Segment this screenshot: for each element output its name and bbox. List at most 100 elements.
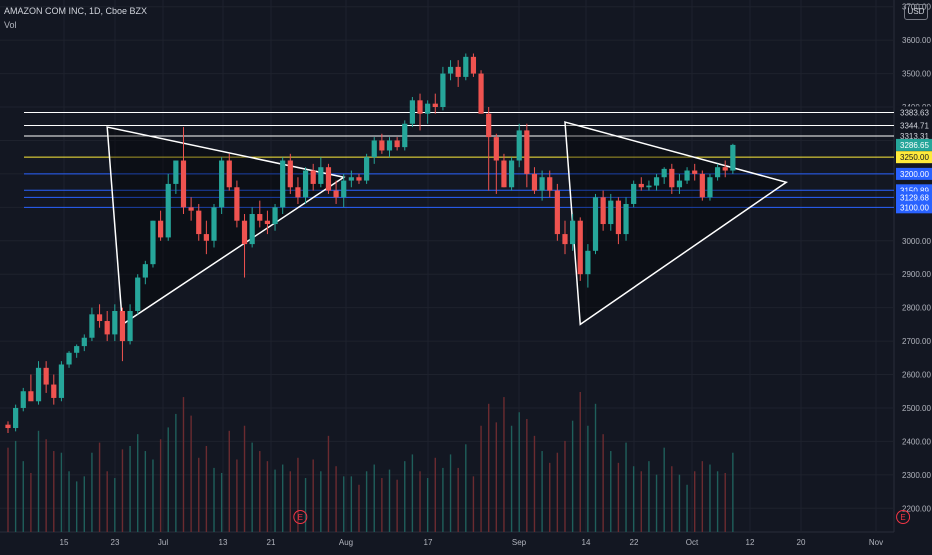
candle-body (364, 157, 370, 181)
volume-bar (434, 457, 436, 532)
candle-body (226, 160, 232, 188)
candle-body (13, 407, 19, 429)
candle-body (165, 183, 171, 238)
volume-bar (388, 469, 391, 532)
volume-bar (541, 451, 543, 532)
candle-body (180, 160, 187, 208)
volume-bar (220, 472, 223, 532)
volume-bar (571, 420, 574, 532)
candle-body (188, 207, 194, 211)
candle-body (196, 210, 202, 235)
volume-bar (404, 461, 406, 532)
volume-bar (610, 451, 612, 532)
candle-body (478, 73, 484, 114)
volume-bar (22, 461, 24, 532)
volume-bar (251, 442, 253, 532)
candle-body (287, 160, 293, 188)
volume-bar (350, 476, 353, 532)
earnings-marker-label: E (900, 513, 905, 522)
candle-body (646, 185, 652, 188)
volume-bar (640, 471, 642, 532)
candle-body (249, 214, 255, 245)
candle-body (501, 160, 507, 188)
price-level-label: 3150.89 (900, 186, 929, 195)
candle-body (470, 56, 477, 74)
candle-body (432, 103, 438, 108)
y-tick-label: 2900.00 (902, 270, 931, 279)
volume-bar (419, 471, 421, 532)
volume-bar (495, 422, 498, 532)
volume-bar (480, 425, 482, 532)
candle-body (150, 220, 156, 265)
price-level-label: 3200.00 (900, 170, 929, 179)
volume-bar (274, 469, 276, 532)
candle-body (463, 56, 469, 77)
candle-body (623, 203, 629, 235)
volume-bar (75, 481, 78, 532)
volume-bar (381, 478, 383, 532)
candle-body (447, 66, 454, 74)
candle-body (74, 346, 80, 353)
volume-bar (53, 451, 55, 532)
candle-body (257, 214, 263, 221)
candle-body (722, 167, 728, 171)
price-level-label: 3100.00 (900, 203, 929, 212)
candle-body (600, 197, 606, 225)
candle-body (241, 220, 248, 245)
candle-body (371, 140, 377, 158)
candle-body (104, 321, 110, 335)
candle-body (692, 170, 698, 174)
candle-body (493, 137, 499, 161)
candle-body (135, 277, 141, 311)
candle-body (203, 234, 209, 241)
volume-bar (442, 467, 444, 532)
volume-bar (121, 449, 124, 532)
candle-body (425, 103, 431, 114)
candle-body (524, 130, 530, 174)
candle-body (440, 73, 446, 108)
volume-bar (159, 439, 162, 532)
candle-body (325, 167, 332, 191)
volume-bar (472, 476, 475, 532)
candle-body (51, 384, 57, 398)
candle-body (455, 66, 461, 77)
y-tick-label: 3000.00 (902, 237, 931, 246)
candle-body (211, 207, 217, 241)
earnings-marker (896, 510, 911, 524)
y-tick-label: 2400.00 (902, 437, 931, 446)
candle-body (35, 367, 42, 402)
candle-body (539, 177, 545, 191)
volume-bar (426, 478, 429, 532)
volume-bar (60, 452, 63, 532)
volume-bar (663, 447, 665, 532)
candle-body (631, 183, 637, 204)
candle-body (638, 183, 644, 188)
currency-button[interactable]: USD (904, 4, 928, 20)
candle-body (417, 100, 423, 114)
volume-bar (648, 461, 650, 532)
volume-bar (365, 471, 368, 532)
volume-bar (83, 476, 85, 532)
x-tick-label: 17 (424, 538, 433, 547)
x-tick-label: 21 (267, 538, 276, 547)
volume-bar (625, 442, 627, 532)
candle-body (5, 424, 11, 429)
x-tick-label: 13 (219, 538, 228, 547)
price-level-label: 3383.63 (900, 108, 929, 117)
volume-bar (312, 459, 314, 532)
volume-bar (182, 397, 185, 532)
candle-body (394, 140, 400, 148)
volume-bar (396, 479, 398, 532)
volume-bar (236, 459, 238, 532)
price-level-label: 3250.00 (900, 153, 929, 162)
volume-bar (297, 457, 299, 532)
volume-bar (320, 471, 322, 532)
volume-bar (7, 447, 9, 532)
price-level-label: 3313.31 (900, 132, 929, 141)
candle-body (127, 310, 133, 342)
volume-bar (91, 452, 93, 532)
candle-body (714, 167, 721, 178)
earnings-marker-label: E (298, 513, 303, 522)
